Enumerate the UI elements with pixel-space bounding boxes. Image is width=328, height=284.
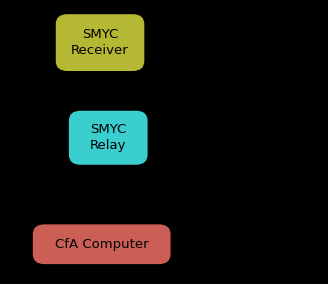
FancyBboxPatch shape: [33, 224, 171, 264]
FancyBboxPatch shape: [69, 111, 148, 165]
FancyBboxPatch shape: [56, 14, 144, 71]
Text: SMYC
Relay: SMYC Relay: [90, 123, 127, 152]
Text: CfA Computer: CfA Computer: [55, 238, 149, 251]
Text: SMYC
Receiver: SMYC Receiver: [71, 28, 129, 57]
